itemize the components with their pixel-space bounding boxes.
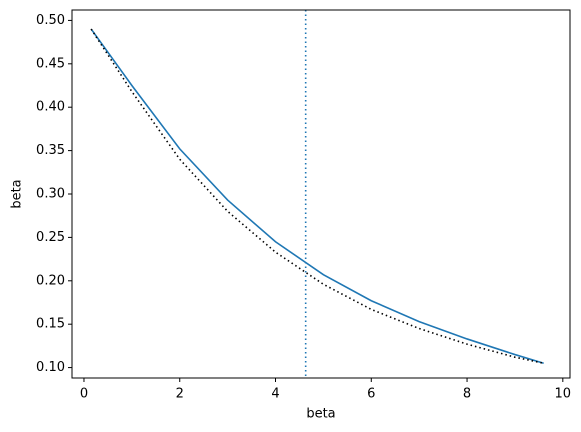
x-tick-label: 2 [176,387,184,402]
y-tick-label: 0.25 [36,230,65,245]
y-tick-label: 0.50 [36,13,65,28]
y-tick-label: 0.45 [36,56,65,71]
x-axis-label: beta [306,407,335,422]
x-tick-label: 10 [555,387,572,402]
y-tick-label: 0.40 [36,100,65,115]
x-tick-label: 0 [80,387,88,402]
y-tick-label: 0.20 [36,273,65,288]
x-tick-label: 4 [271,387,279,402]
y-tick-label: 0.30 [36,187,65,202]
x-tick-label: 6 [367,387,375,402]
y-axis-label: beta [10,179,25,208]
line-series [90,28,544,365]
y-tick-label: 0.15 [36,317,65,332]
x-tick-label: 8 [463,387,471,402]
line-series [90,28,544,365]
y-tick-label: 0.10 [36,360,65,375]
y-tick-label: 0.35 [36,143,65,158]
plot-frame [71,9,571,379]
